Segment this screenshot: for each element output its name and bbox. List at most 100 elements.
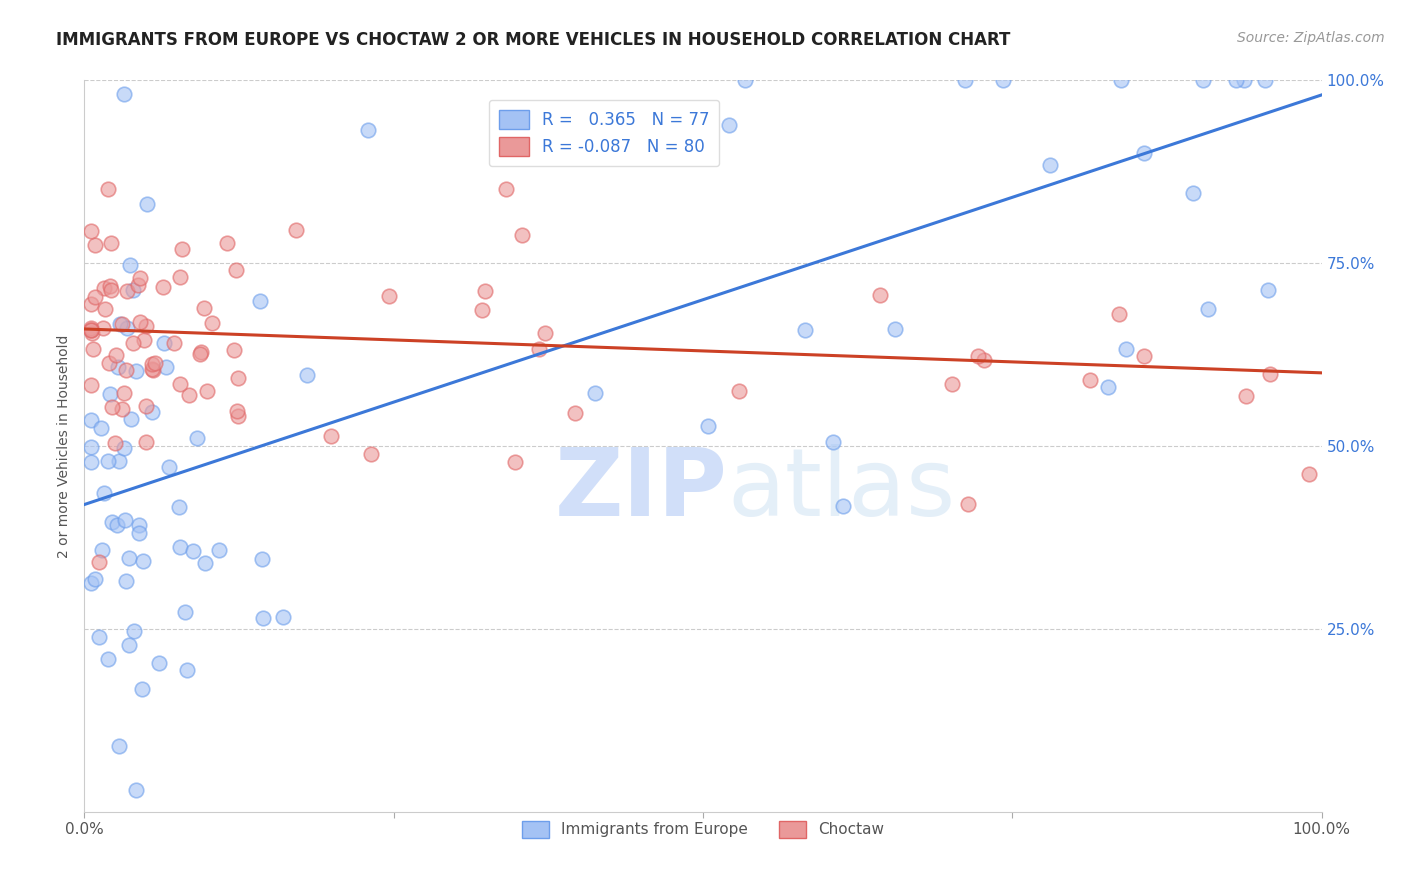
Point xyxy=(112,386,135,401)
Point xyxy=(226,409,249,424)
Point xyxy=(169,376,191,391)
Point xyxy=(80,224,103,238)
Point xyxy=(157,460,180,475)
Point xyxy=(101,515,124,529)
Point xyxy=(142,362,165,376)
Point xyxy=(107,739,129,753)
Point xyxy=(141,358,163,372)
Point xyxy=(100,235,122,250)
Point xyxy=(993,73,1015,87)
Point xyxy=(208,542,231,557)
Point xyxy=(128,270,150,285)
Point xyxy=(91,320,114,334)
Point xyxy=(135,318,157,333)
Point xyxy=(1233,73,1256,87)
Point xyxy=(79,323,101,337)
Point xyxy=(252,611,274,625)
Point xyxy=(124,624,146,639)
Point xyxy=(967,349,990,363)
Point xyxy=(1133,350,1156,364)
Point xyxy=(226,404,249,418)
Point xyxy=(167,500,190,515)
Point xyxy=(222,343,245,357)
Point xyxy=(495,182,517,196)
Point xyxy=(79,377,101,392)
Point xyxy=(93,485,115,500)
Point xyxy=(98,387,121,401)
Point xyxy=(97,651,120,665)
Text: ZIP: ZIP xyxy=(555,444,728,536)
Point xyxy=(129,315,152,329)
Point xyxy=(122,336,145,351)
Point xyxy=(169,270,191,285)
Point xyxy=(1257,283,1279,297)
Point xyxy=(79,575,101,590)
Point xyxy=(79,323,101,337)
Point xyxy=(118,550,141,565)
Point xyxy=(1197,301,1219,316)
Point xyxy=(226,371,249,385)
Point xyxy=(118,638,141,652)
Point xyxy=(152,280,174,294)
Point xyxy=(84,237,107,252)
Point xyxy=(93,302,115,317)
Point xyxy=(110,401,132,416)
Point xyxy=(79,296,101,310)
Point xyxy=(107,359,129,374)
Point xyxy=(90,420,112,434)
Point xyxy=(80,326,103,340)
Legend: Immigrants from Europe, Choctaw: Immigrants from Europe, Choctaw xyxy=(516,814,890,845)
Point xyxy=(1253,73,1275,87)
Point xyxy=(503,455,526,469)
Point xyxy=(474,284,496,298)
Point xyxy=(285,223,308,237)
Point xyxy=(169,541,191,555)
Point xyxy=(188,347,211,361)
Text: atlas: atlas xyxy=(728,444,956,536)
Text: Source: ZipAtlas.com: Source: ZipAtlas.com xyxy=(1237,31,1385,45)
Point xyxy=(98,356,121,370)
Point xyxy=(118,259,141,273)
Point xyxy=(112,87,135,102)
Point xyxy=(1298,467,1320,481)
Point xyxy=(271,609,294,624)
Point xyxy=(717,119,740,133)
Point xyxy=(105,517,128,532)
Point xyxy=(194,556,217,570)
Point xyxy=(135,399,157,413)
Point xyxy=(510,227,533,242)
Point xyxy=(1133,146,1156,161)
Text: IMMIGRANTS FROM EUROPE VS CHOCTAW 2 OR MORE VEHICLES IN HOUSEHOLD CORRELATION CH: IMMIGRANTS FROM EUROPE VS CHOCTAW 2 OR M… xyxy=(56,31,1011,49)
Point xyxy=(125,364,148,378)
Point xyxy=(115,284,138,298)
Point xyxy=(101,401,124,415)
Point xyxy=(79,413,101,427)
Point xyxy=(225,262,247,277)
Point xyxy=(190,345,212,359)
Point xyxy=(356,123,378,137)
Point xyxy=(734,73,756,87)
Point xyxy=(108,317,131,331)
Point xyxy=(321,429,343,443)
Point xyxy=(114,513,136,527)
Point xyxy=(91,542,114,557)
Point xyxy=(176,663,198,677)
Point xyxy=(84,572,107,586)
Point xyxy=(82,343,104,357)
Point xyxy=(1039,158,1062,172)
Point xyxy=(155,359,177,374)
Point xyxy=(120,411,142,425)
Point xyxy=(79,455,101,469)
Point xyxy=(100,283,122,297)
Point xyxy=(141,404,163,418)
Point xyxy=(125,782,148,797)
Point xyxy=(173,605,195,619)
Point xyxy=(1115,343,1137,357)
Point xyxy=(1108,308,1130,322)
Point xyxy=(121,283,143,297)
Point xyxy=(128,518,150,533)
Point xyxy=(1192,73,1215,87)
Point xyxy=(79,440,101,454)
Point xyxy=(115,320,138,334)
Point xyxy=(111,318,134,332)
